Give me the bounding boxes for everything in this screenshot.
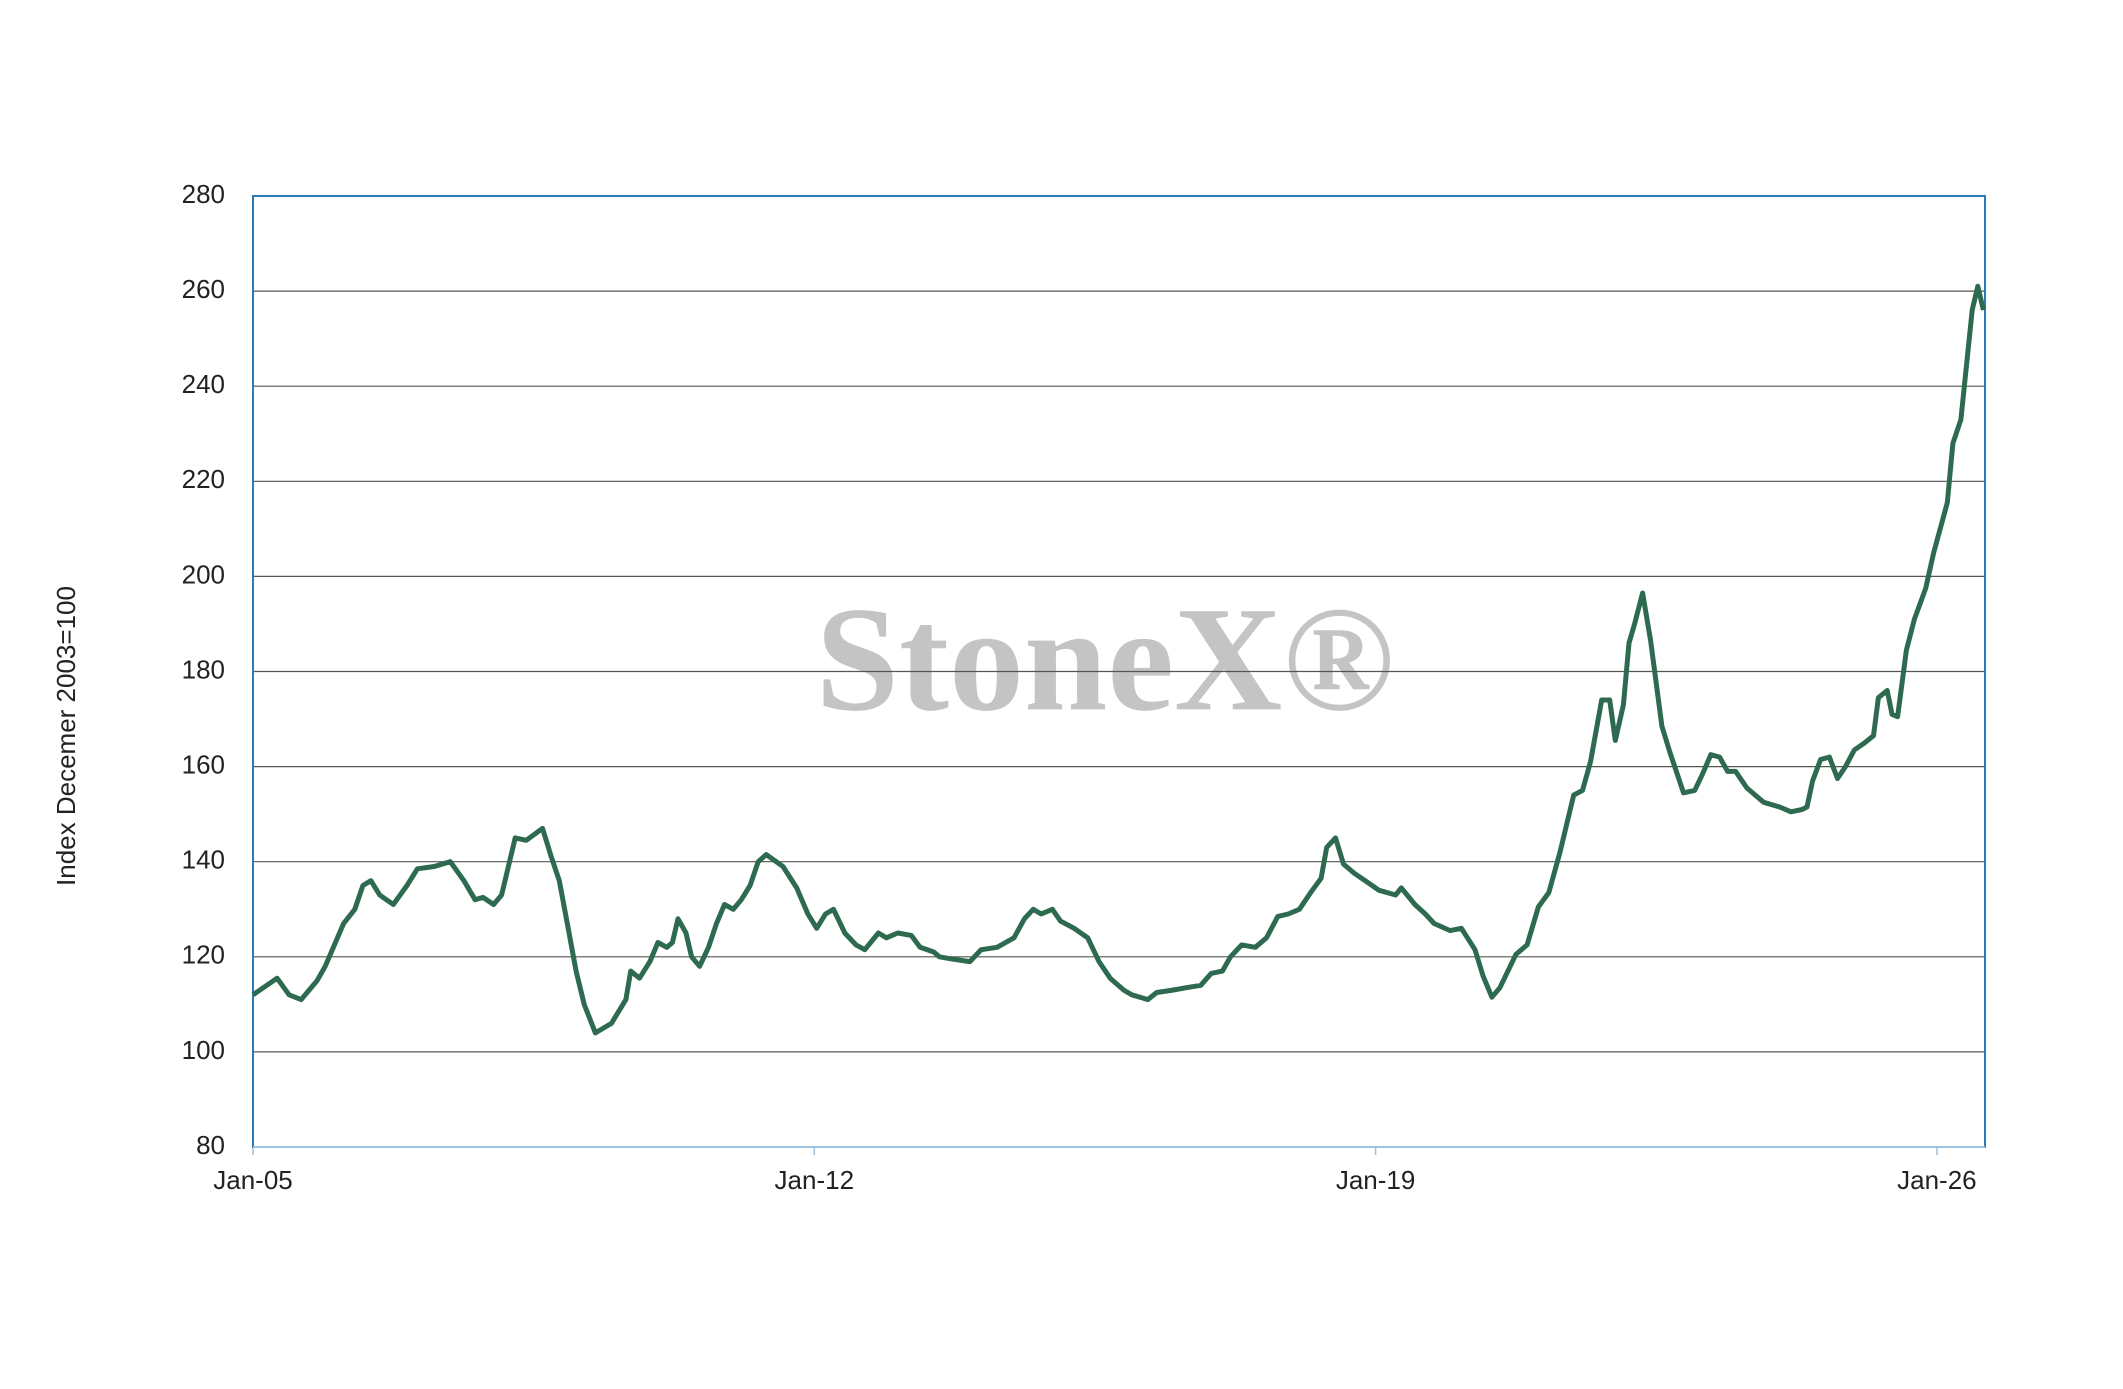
y-axis-label: Index Decemer 2003=100 — [51, 586, 81, 886]
y-tick-label: 160 — [182, 749, 225, 779]
y-tick-label: 200 — [182, 559, 225, 589]
x-tick-label: Jan-05 — [213, 1165, 293, 1195]
watermark: StoneX® — [816, 576, 1395, 742]
y-tick-label: 220 — [182, 464, 225, 494]
y-tick-label: 100 — [182, 1035, 225, 1065]
y-tick-label: 240 — [182, 369, 225, 399]
y-tick-label: 260 — [182, 274, 225, 304]
y-tick-label: 180 — [182, 654, 225, 684]
data-line — [251, 283, 1986, 1036]
y-tick-label: 80 — [196, 1130, 225, 1160]
y-tick-label: 280 — [182, 179, 225, 209]
y-tick-label: 120 — [182, 940, 225, 970]
x-tick-label: Jan-19 — [1336, 1165, 1416, 1195]
x-tick-label: Jan-12 — [775, 1165, 855, 1195]
x-tick-label: Jan-26 — [1897, 1165, 1977, 1195]
y-tick-label: 140 — [182, 845, 225, 875]
